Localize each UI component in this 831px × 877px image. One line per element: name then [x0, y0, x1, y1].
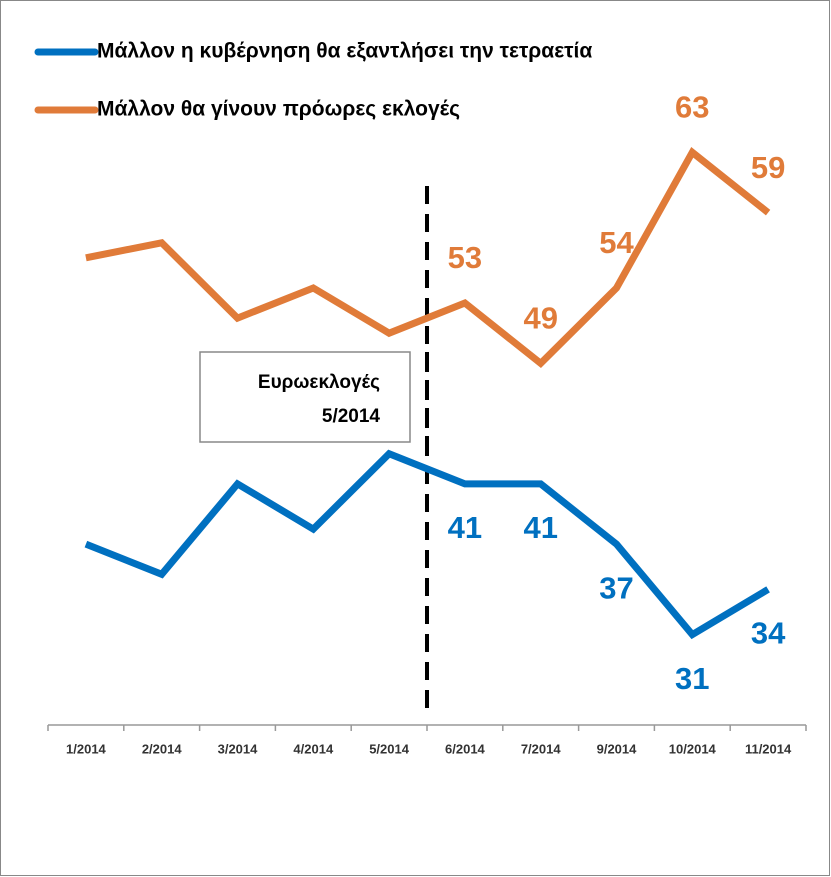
series-line — [84, 449, 770, 640]
data-label: 49 — [523, 301, 557, 336]
x-tick-label: 4/2014 — [293, 741, 334, 756]
x-tick-label: 6/2014 — [445, 741, 486, 756]
x-tick-label: 5/2014 — [369, 741, 410, 756]
data-label: 59 — [751, 150, 785, 185]
annotation-text: 5/2014 — [322, 406, 381, 427]
data-label: 31 — [675, 661, 709, 696]
data-label: 54 — [599, 225, 634, 260]
annotation-text: Ευρωεκλογές — [258, 372, 380, 393]
data-label: 41 — [448, 510, 482, 545]
data-label: 37 — [599, 570, 633, 605]
legend-label: Μάλλον θα γίνουν πρόωρες εκλογές — [97, 98, 460, 121]
legend-label: Μάλλον η κυβέρνηση θα εξαντλήσει την τετ… — [97, 40, 592, 63]
data-label: 53 — [448, 240, 482, 275]
x-tick-label: 9/2014 — [597, 741, 638, 756]
x-tick-label: 2/2014 — [142, 741, 183, 756]
x-tick-label: 1/2014 — [66, 741, 107, 756]
data-label: 41 — [523, 510, 557, 545]
data-label: 34 — [751, 616, 786, 651]
annotation-box — [199, 351, 411, 443]
x-tick-label: 11/2014 — [745, 741, 792, 756]
x-tick-label: 10/2014 — [669, 741, 717, 756]
series-line — [85, 147, 771, 369]
data-label: 63 — [675, 90, 709, 125]
x-tick-label: 7/2014 — [521, 741, 562, 756]
x-tick-label: 3/2014 — [218, 741, 259, 756]
